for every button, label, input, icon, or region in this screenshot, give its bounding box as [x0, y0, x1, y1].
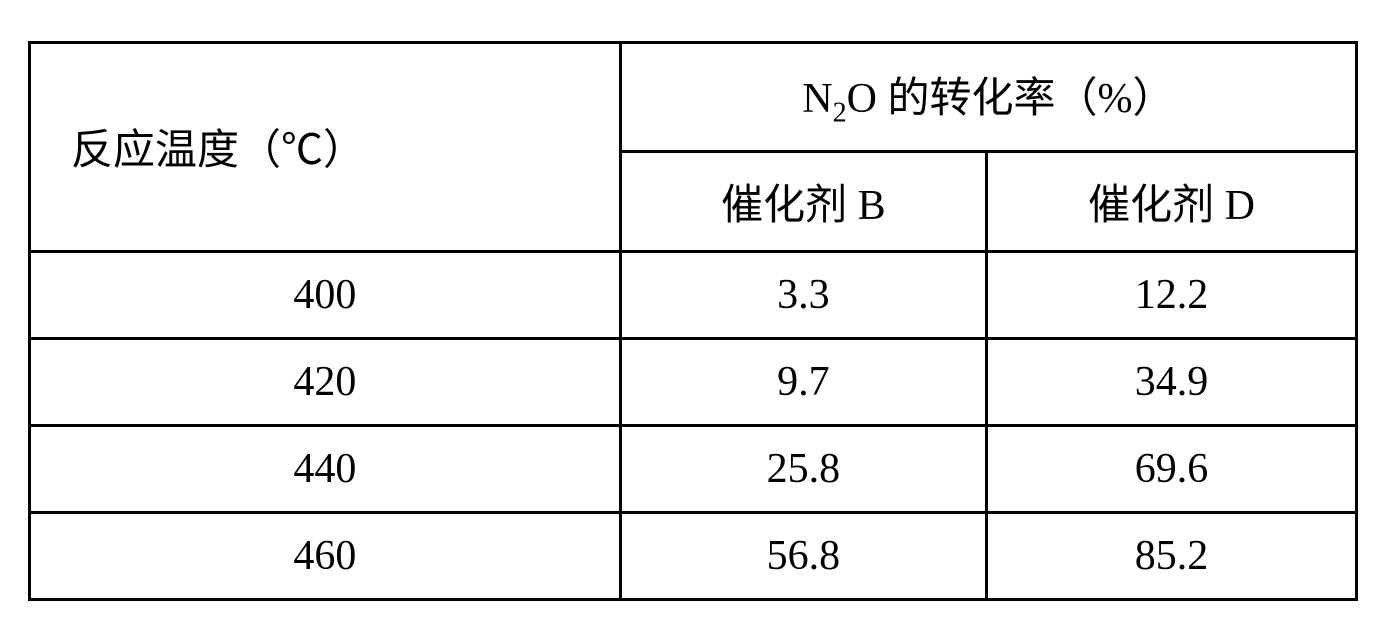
temperature-header: 反应温度（℃）	[30, 43, 621, 251]
temp-cell: 420	[30, 338, 621, 425]
catb-cell: 25.8	[620, 425, 986, 512]
catalyst-d-header: 催化剂 D	[987, 151, 1357, 251]
temp-cell: 440	[30, 425, 621, 512]
temp-cell: 460	[30, 512, 621, 599]
catb-cell: 56.8	[620, 512, 986, 599]
table-body: 400 3.3 12.2 420 9.7 34.9 440 25.8 69.6 …	[30, 251, 1357, 599]
catd-cell: 69.6	[987, 425, 1357, 512]
table-row: 460 56.8 85.2	[30, 512, 1357, 599]
table-row: 440 25.8 69.6	[30, 425, 1357, 512]
n2o-suffix: O 的转化率（%）	[847, 76, 1175, 122]
catb-cell: 9.7	[620, 338, 986, 425]
n2o-prefix: N	[802, 76, 832, 122]
table-header: 反应温度（℃） N2O 的转化率（%） 催化剂 B 催化剂 D	[30, 43, 1357, 251]
table-row: 400 3.3 12.2	[30, 251, 1357, 338]
table-container: 反应温度（℃） N2O 的转化率（%） 催化剂 B 催化剂 D 400 3.3 …	[28, 41, 1358, 600]
header-row-1: 反应温度（℃） N2O 的转化率（%）	[30, 43, 1357, 151]
table-row: 420 9.7 34.9	[30, 338, 1357, 425]
n2o-subscript: 2	[833, 98, 847, 129]
conversion-table: 反应温度（℃） N2O 的转化率（%） 催化剂 B 催化剂 D 400 3.3 …	[28, 41, 1358, 600]
catalyst-b-header: 催化剂 B	[620, 151, 986, 251]
catd-cell: 12.2	[987, 251, 1357, 338]
catd-cell: 85.2	[987, 512, 1357, 599]
catb-cell: 3.3	[620, 251, 986, 338]
conversion-group-header: N2O 的转化率（%）	[620, 43, 1356, 151]
temp-cell: 400	[30, 251, 621, 338]
catd-cell: 34.9	[987, 338, 1357, 425]
